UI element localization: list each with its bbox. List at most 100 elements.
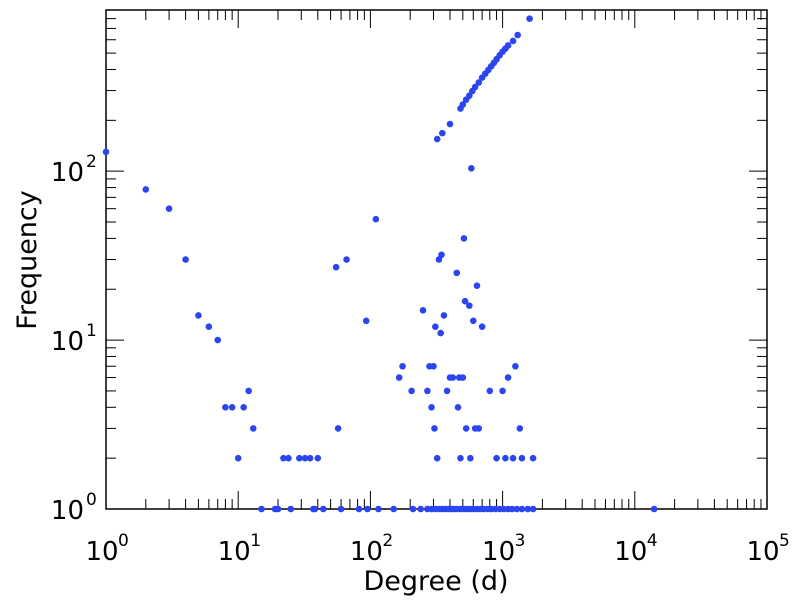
x-tick-label-base: 10	[746, 537, 779, 567]
data-point	[438, 251, 445, 259]
data-point	[475, 79, 483, 86]
x-tick-label: 10 2	[350, 531, 393, 567]
data-point	[222, 404, 229, 411]
data-point	[499, 387, 506, 395]
data-point	[460, 235, 468, 242]
data-point	[334, 425, 342, 432]
data-point	[461, 297, 469, 305]
y-tick-label-base: 10	[51, 327, 84, 357]
data-point	[375, 505, 382, 513]
x-tick-label-base: 10	[218, 537, 251, 567]
y-tick-label-base: 10	[51, 158, 84, 188]
data-point	[502, 454, 509, 462]
data-point	[228, 404, 236, 411]
data-point	[439, 129, 446, 137]
data-point	[195, 312, 202, 319]
data-point	[142, 186, 150, 193]
x-tick-label: 10 1	[218, 531, 261, 567]
data-point	[440, 312, 448, 319]
data-point	[355, 505, 363, 513]
data-point	[650, 505, 658, 513]
data-point	[399, 362, 406, 370]
data-point	[337, 505, 345, 513]
x-tick-label: 10 0	[85, 531, 128, 567]
data-point	[332, 263, 340, 271]
data-point	[362, 317, 370, 325]
data-point	[446, 120, 454, 128]
data-point	[509, 454, 517, 462]
data-point	[509, 37, 517, 45]
data-point	[311, 505, 319, 513]
data-point	[314, 454, 322, 462]
y-axis-label: Frequency	[12, 190, 43, 330]
data-point	[301, 454, 309, 462]
x-tick-label-exp: 3	[515, 531, 526, 551]
data-point	[504, 374, 512, 381]
data-point	[473, 282, 481, 289]
data-point	[526, 15, 533, 22]
data-point	[468, 165, 475, 172]
x-tick-label: 10 4	[614, 531, 657, 567]
data-point	[514, 31, 521, 39]
x-tick-label-base: 10	[350, 537, 383, 567]
data-point	[486, 387, 494, 395]
data-point	[409, 505, 417, 513]
x-tick-label-exp: 0	[118, 531, 129, 551]
data-point	[205, 323, 213, 331]
data-point	[454, 404, 462, 411]
data-point	[433, 135, 441, 143]
data-point	[433, 454, 441, 462]
x-tick-label: 10 3	[482, 531, 525, 567]
x-tick-label: 10 5	[746, 531, 789, 567]
data-point	[478, 323, 486, 331]
x-tick-label-base: 10	[85, 537, 118, 567]
x-tick-label-exp: 2	[382, 531, 393, 551]
data-point	[524, 505, 532, 513]
y-tick-label: 10 0	[51, 490, 97, 526]
x-tick-label-base: 10	[482, 537, 515, 567]
data-point	[428, 404, 435, 411]
data-point	[306, 454, 314, 462]
data-point	[449, 374, 457, 381]
y-tick-label-exp: 0	[86, 490, 97, 510]
x-tick-label-base: 10	[614, 537, 647, 567]
y-tick-label: 10 1	[51, 321, 97, 357]
data-point	[443, 387, 451, 395]
data-point	[431, 425, 438, 432]
points-layer	[102, 15, 658, 513]
data-point	[258, 505, 265, 513]
data-point	[165, 205, 173, 212]
data-point	[459, 101, 467, 108]
data-point	[437, 329, 444, 337]
data-point	[319, 505, 327, 513]
data-point	[453, 269, 461, 277]
data-point	[512, 362, 519, 370]
data-point	[285, 454, 292, 462]
data-point	[419, 307, 427, 314]
data-point	[214, 336, 222, 344]
x-tick-label-exp: 5	[779, 531, 790, 551]
data-point	[249, 425, 257, 432]
data-point	[245, 387, 252, 395]
data-point	[364, 505, 371, 513]
data-point	[459, 374, 467, 381]
tick-labels-layer: 10 0 10 1 10 2 10 3 10 4 10 510 010 110 2	[51, 152, 790, 567]
data-point	[462, 425, 470, 432]
data-point	[296, 454, 303, 462]
data-point	[240, 404, 247, 411]
data-point	[280, 454, 287, 462]
ticks-layer	[105, 9, 768, 510]
data-point	[504, 42, 512, 49]
data-point	[518, 505, 526, 513]
data-point	[408, 387, 415, 395]
data-point	[513, 505, 521, 513]
data-point	[529, 505, 537, 513]
data-point	[234, 454, 242, 462]
data-point	[372, 215, 380, 223]
data-point	[417, 505, 424, 513]
x-tick-label-exp: 4	[647, 531, 658, 551]
data-point	[469, 317, 477, 325]
data-point	[395, 374, 403, 381]
y-tick-label-exp: 2	[86, 152, 97, 172]
data-point	[343, 256, 350, 263]
